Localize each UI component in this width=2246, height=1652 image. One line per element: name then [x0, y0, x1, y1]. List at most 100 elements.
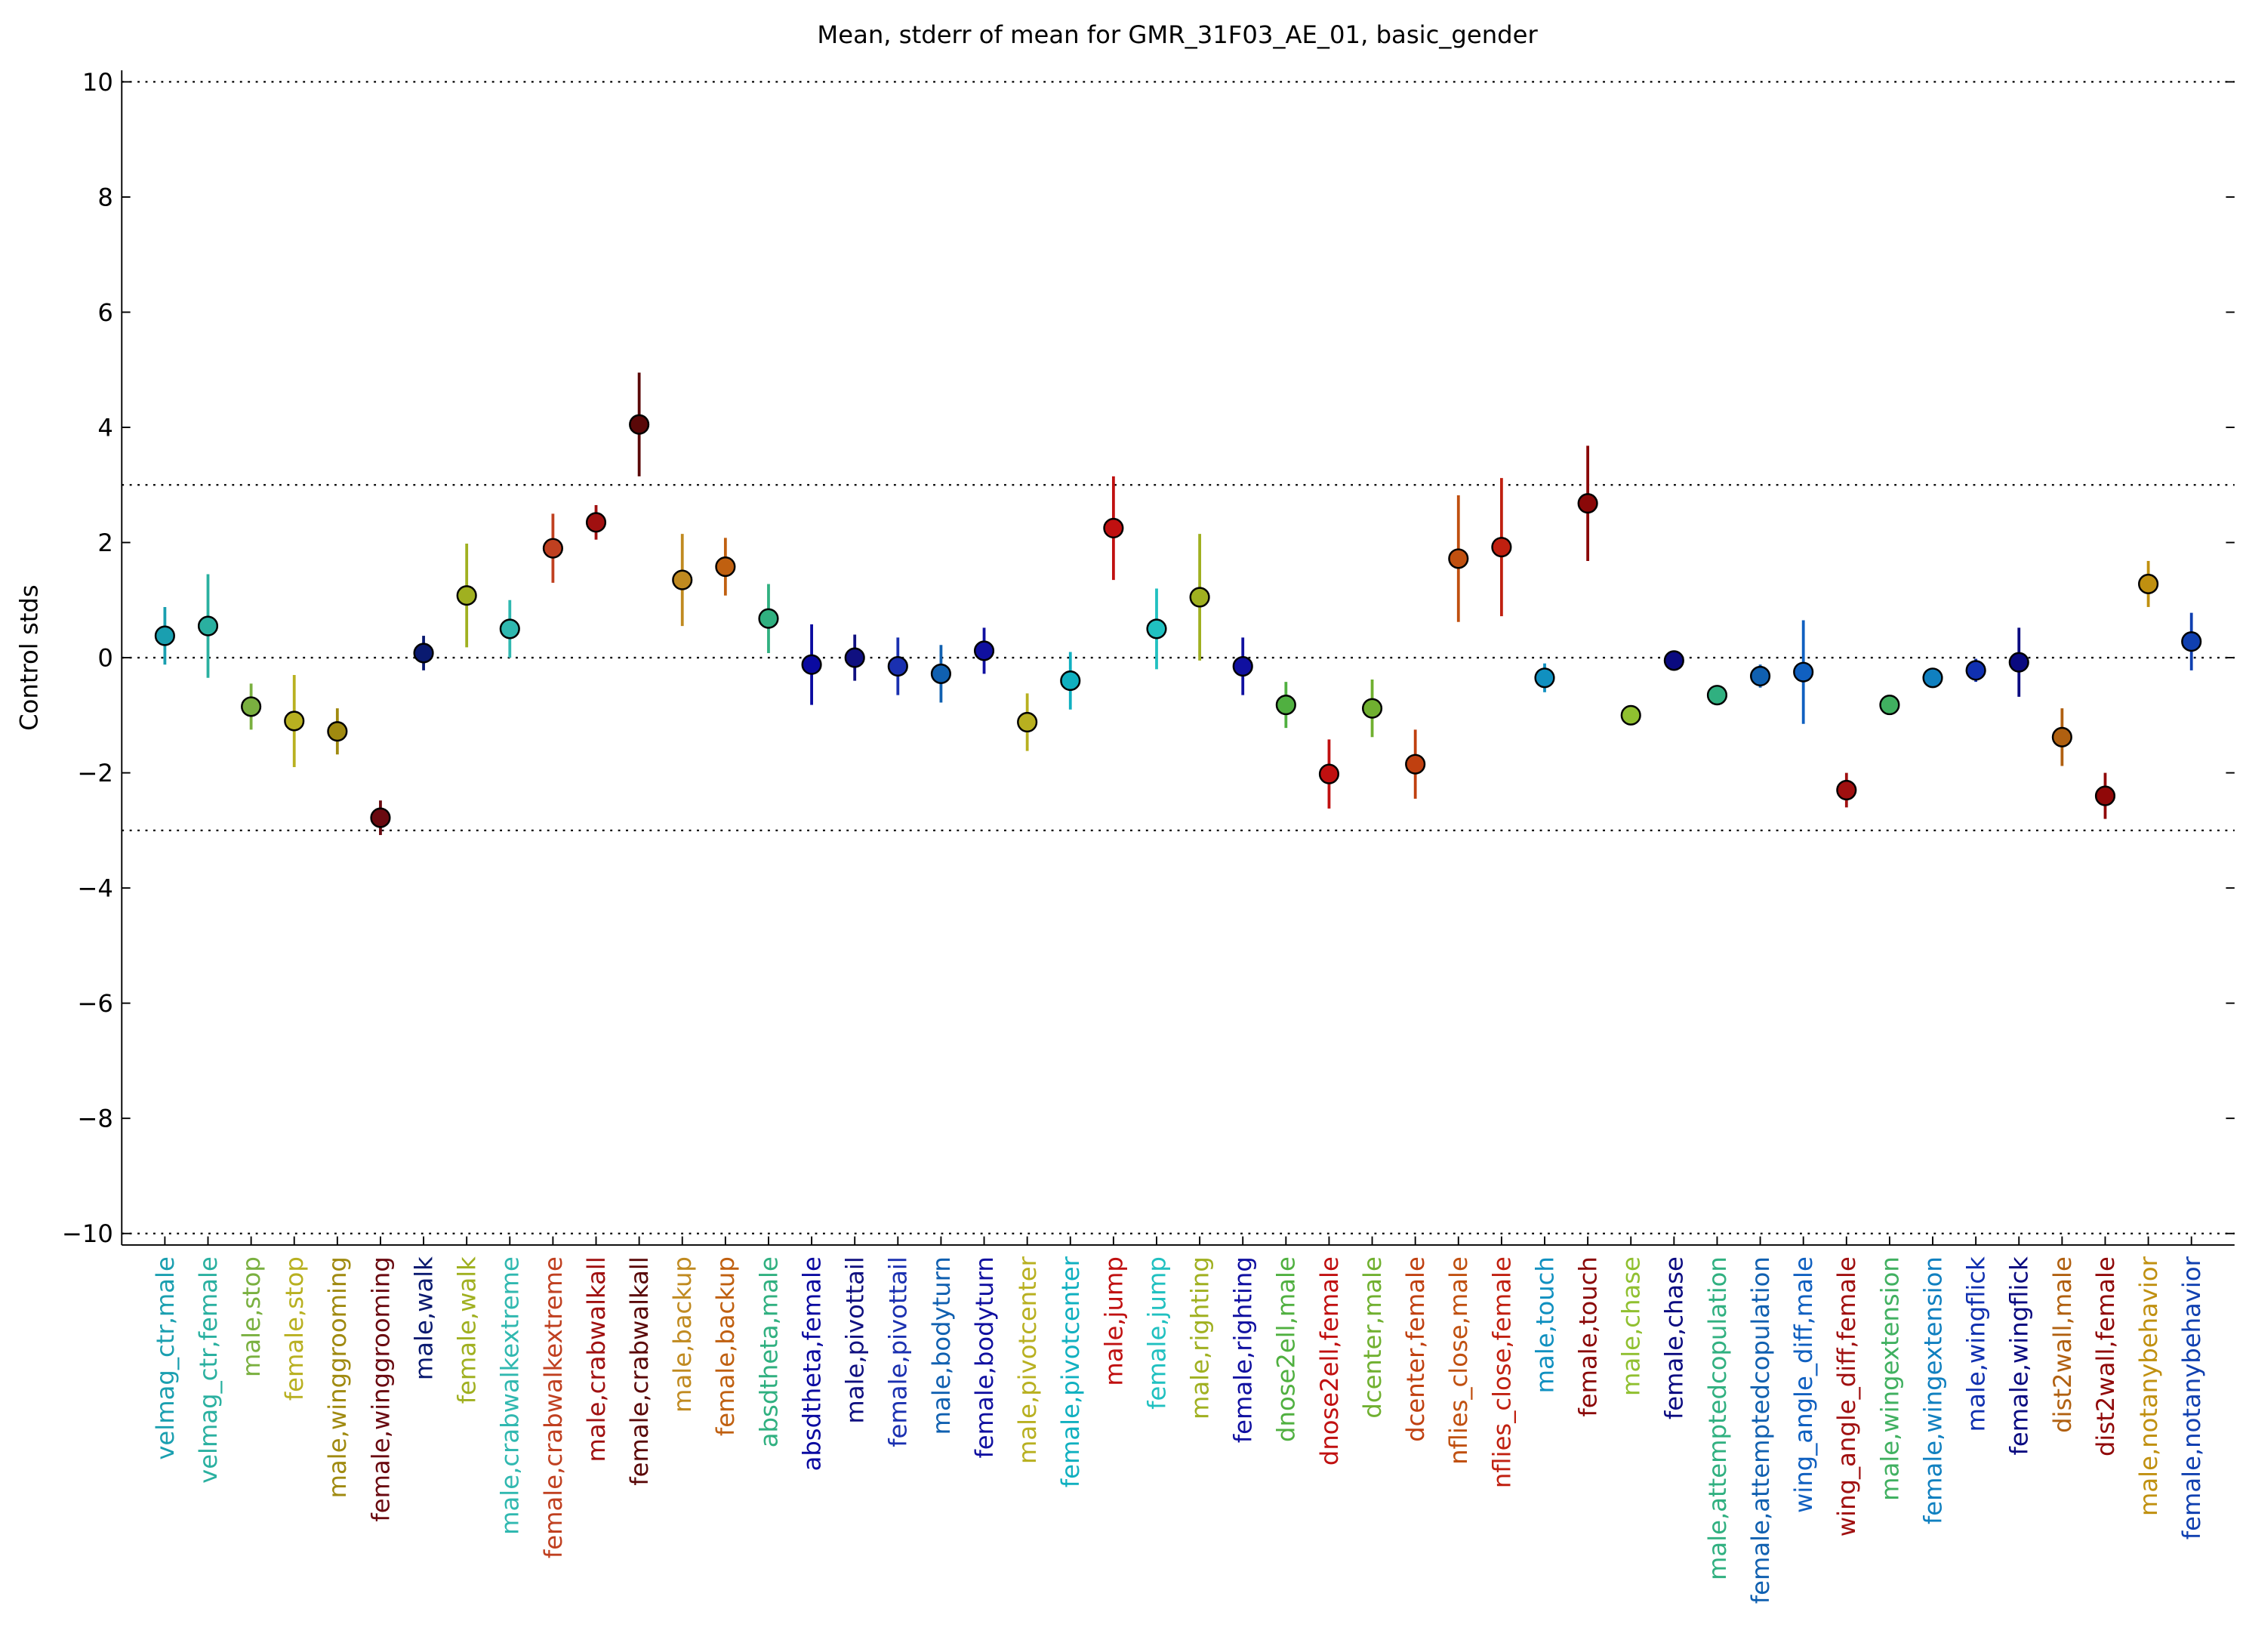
mean-marker [1361, 698, 1383, 719]
x-tick-label: female,righting [1229, 1256, 1258, 1443]
mean-marker [413, 643, 434, 664]
mean-marker [1534, 667, 1555, 689]
y-tick-label: 10 [82, 68, 113, 97]
mean-marker [2181, 631, 2202, 652]
y-tick-label: 8 [97, 183, 113, 211]
x-tick-label: wing_angle_diff,male [1789, 1256, 1818, 1513]
x-tick-label: dist2wall,female [2091, 1256, 2120, 1456]
x-tick-label: male,pivottail [841, 1256, 870, 1423]
x-tick-label: wing_angle_diff,female [1832, 1256, 1861, 1536]
mean-marker [1663, 650, 1684, 671]
y-tick-label: −2 [77, 759, 113, 787]
x-tick-label: absdtheta,female [797, 1256, 826, 1471]
mean-marker [758, 608, 779, 629]
mean-marker [499, 618, 520, 640]
mean-marker [1879, 695, 1900, 716]
x-tick-label: female,chase [1660, 1256, 1689, 1419]
mean-marker [930, 663, 951, 684]
x-tick-label: dcenter,male [1358, 1256, 1387, 1418]
x-tick-label: female,jump [1142, 1256, 1171, 1410]
x-tick-label: dnose2ell,female [1315, 1256, 1344, 1466]
x-tick-label: male,wingflick [1962, 1256, 1991, 1432]
x-tick-label: female,wingflick [2005, 1256, 2034, 1456]
x-tick-label: female,backup [711, 1256, 740, 1436]
x-tick-label: female,bodyturn [970, 1256, 999, 1458]
mean-marker [973, 640, 995, 661]
mean-marker [2094, 785, 2116, 806]
x-tick-label: male,backup [668, 1256, 697, 1413]
x-tick-label: female,crabwalkall [625, 1256, 654, 1486]
chart-title: Mean, stderr of mean for GMR_31F03_AE_01… [817, 20, 1538, 49]
mean-marker [1965, 660, 1986, 681]
mean-marker [1405, 754, 1426, 775]
mean-marker [844, 647, 865, 668]
mean-marker [370, 807, 391, 828]
x-tick-label: nflies_close,male [1444, 1256, 1473, 1465]
x-tick-label: male,pivotcenter [1013, 1256, 1042, 1464]
mean-marker [1750, 665, 1771, 687]
mean-marker [1318, 763, 1340, 784]
x-tick-label: female,wingextension [1918, 1256, 1947, 1524]
y-tick-label: 0 [97, 643, 113, 672]
x-tick-label: dist2wall,male [2048, 1256, 2077, 1433]
mean-marker [197, 615, 219, 636]
x-tick-label: female,attemptedcopulation [1746, 1256, 1775, 1604]
x-tick-label: female,stop [280, 1256, 309, 1401]
mean-marker [672, 569, 693, 590]
x-tick-label: male,notanybehavior [2134, 1256, 2163, 1516]
x-tick-label: male,chase [1617, 1256, 1646, 1396]
mean-marker [154, 625, 175, 646]
y-tick-label: −6 [77, 989, 113, 1018]
mean-marker [2051, 726, 2072, 747]
x-tick-label: male,righting [1185, 1256, 1214, 1419]
x-tick-label: male,walk [409, 1256, 438, 1380]
y-tick-label: −10 [62, 1219, 113, 1248]
mean-marker [1706, 685, 1728, 706]
mean-marker [887, 655, 908, 677]
x-tick-label: female,crabwalkextreme [539, 1256, 568, 1558]
y-tick-label: −4 [77, 874, 113, 903]
mean-marker [585, 512, 607, 533]
x-tick-label: female,pivotcenter [1056, 1256, 1085, 1487]
x-tick-label: absdtheta,male [754, 1256, 783, 1447]
x-tick-label: male,touch [1530, 1256, 1559, 1393]
mean-marker [2138, 573, 2159, 595]
mean-marker [2008, 652, 2029, 673]
mean-marker [1103, 517, 1124, 539]
mean-marker [1275, 695, 1296, 716]
mean-marker [1017, 711, 1038, 733]
y-tick-label: −8 [77, 1105, 113, 1133]
mean-marker [1189, 587, 1210, 608]
mean-marker [542, 538, 563, 559]
mean-marker [1620, 704, 1641, 726]
x-tick-label: nflies_close,female [1487, 1256, 1516, 1488]
x-tick-label: male,stop [237, 1256, 266, 1377]
mean-marker [1448, 548, 1469, 569]
x-tick-label: female,touch [1574, 1256, 1603, 1416]
x-tick-label: dcenter,female [1401, 1256, 1430, 1442]
x-tick-label: male,crabwalkall [582, 1256, 611, 1462]
mean-marker [801, 654, 822, 675]
y-tick-label: 6 [97, 298, 113, 327]
x-tick-label: male,winggrooming [323, 1256, 352, 1498]
mean-marker [1793, 661, 1814, 683]
x-tick-label: male,attemptedcopulation [1703, 1256, 1732, 1580]
mean-marker [327, 721, 348, 742]
mean-marker [1577, 493, 1598, 514]
mean-marker [1060, 670, 1081, 692]
x-tick-label: dnose2ell,male [1272, 1256, 1301, 1442]
y-axis-label: Control stds [14, 584, 43, 731]
mean-marker [456, 585, 477, 606]
x-tick-label: male,crabwalkextreme [496, 1256, 525, 1535]
x-tick-label: velmag_ctr,female [194, 1256, 223, 1484]
mean-marker [284, 710, 305, 732]
y-tick-label: 4 [97, 413, 113, 442]
x-tick-label: male,jump [1099, 1256, 1128, 1386]
mean-marker [1491, 537, 1512, 558]
mean-marker [1146, 618, 1167, 640]
mean-marker [241, 696, 262, 717]
mean-marker [1922, 667, 1943, 689]
x-tick-label: male,bodyturn [927, 1256, 956, 1435]
